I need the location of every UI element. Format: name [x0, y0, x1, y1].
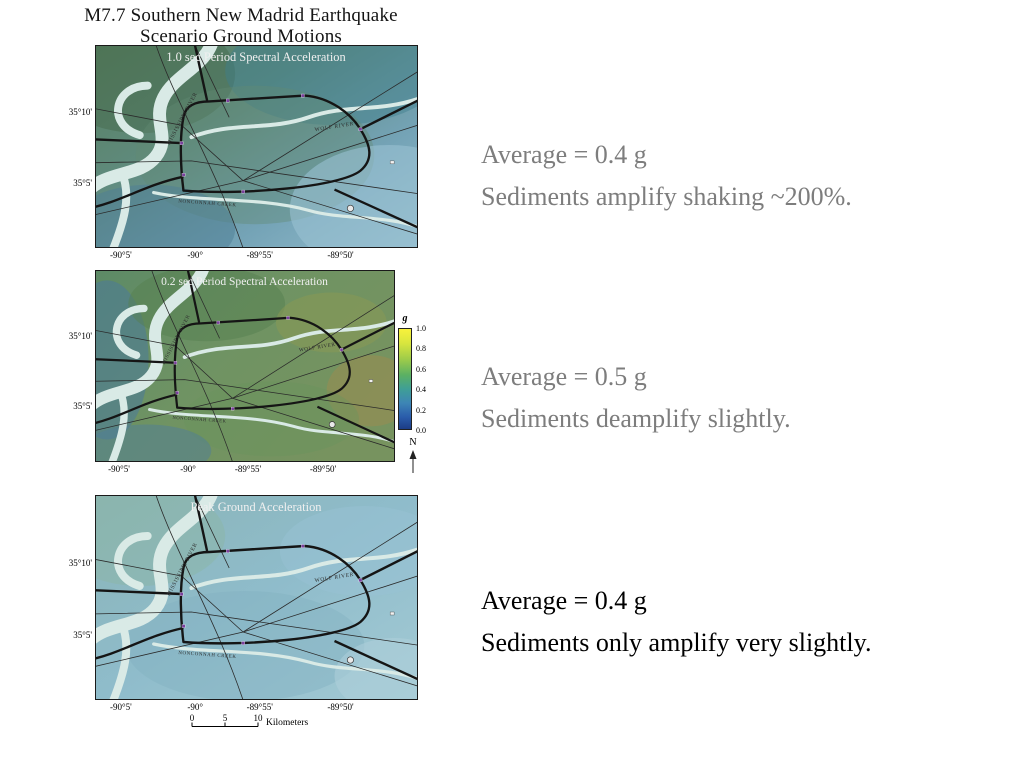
x-tick: -90°	[187, 702, 203, 712]
x-tick: -89°55'	[234, 464, 262, 474]
map-1-spectral-1s: MISSISSIPPI RIVER WOLF RIVER NONCONNAH C…	[95, 45, 418, 248]
scale-tick-5: 5	[223, 713, 228, 723]
x-tick: -89°50'	[327, 250, 354, 260]
slide-title-line2: Scenario Ground Motions	[140, 26, 342, 47]
annotation-02s-note: Sediments deamplify slightly.	[481, 404, 791, 433]
colorbar-tick: 0.0	[416, 426, 426, 435]
north-arrow-icon	[409, 450, 417, 473]
map-3-canvas: MISSISSIPPI RIVER WOLF RIVER NONCONNAH C…	[96, 496, 417, 699]
map-3-title: Peak Ground Acceleration	[191, 500, 323, 514]
colorbar-tick: 0.2	[416, 406, 426, 415]
x-tick: -90°	[187, 250, 203, 260]
map-2-ytick-1: 35°5'	[73, 401, 92, 411]
map-1-ytick-1: 35°5'	[73, 178, 92, 188]
map-2-title: 0.2 sec Period Spectral Acceleration	[161, 275, 328, 288]
slide-title-line1: M7.7 Southern New Madrid Earthquake	[84, 5, 398, 26]
map-1-title: 1.0 sec Period Spectral Acceleration	[166, 50, 345, 64]
annotation-02s: Average = 0.5 g Sediments deamplify slig…	[481, 356, 791, 440]
map-1-x-axis: -90°5' -90° -89°55' -89°50'	[95, 250, 418, 262]
annotation-1s-note: Sediments amplify shaking ~200%.	[481, 182, 852, 211]
x-tick: -90°5'	[109, 702, 132, 712]
map-2-spectral-02s: MISSISSIPPI RIVER WOLF RIVER NONCONNAH C…	[95, 270, 395, 462]
nonconnah-creek-label: NONCONNAH CREEK	[178, 199, 236, 208]
colorbar-tick: 0.6	[416, 365, 426, 374]
scale-unit-label: Kilometers	[266, 718, 309, 728]
map-3-pga: MISSISSIPPI RIVER WOLF RIVER NONCONNAH C…	[95, 495, 418, 700]
map-1-ytick-0: 35°10'	[68, 107, 92, 117]
annotation-02s-average: Average = 0.5 g	[481, 362, 647, 391]
colorbar-tick: 0.8	[416, 344, 426, 353]
north-arrow: N	[405, 437, 421, 479]
colorbar-unit-label: g	[402, 313, 408, 324]
colorbar-tick: 1.0	[416, 324, 426, 333]
slide-title: M7.7 Southern New Madrid Earthquake Scen…	[58, 5, 424, 47]
scale-tick-0: 0	[190, 713, 195, 723]
wolf-river-label: WOLF RIVER	[299, 342, 336, 354]
annotation-pga-average: Average = 0.4 g	[481, 586, 647, 615]
colorbar-tick: 0.4	[416, 385, 426, 394]
annotation-pga-note: Sediments only amplify very slightly.	[481, 628, 872, 657]
map-2-ytick-0: 35°10'	[68, 331, 92, 341]
map-2-canvas: MISSISSIPPI RIVER WOLF RIVER NONCONNAH C…	[96, 271, 394, 461]
map-2-x-axis: -90°5' -90° -89°55' -89°50'	[95, 464, 395, 476]
nonconnah-creek-label: NONCONNAH CREEK	[172, 416, 226, 425]
x-tick: -90°5'	[108, 464, 130, 474]
map-3-x-axis: -90°5' -90° -89°55' -89°50'	[95, 702, 418, 714]
map-3-ytick-0: 35°10'	[68, 558, 92, 568]
nonconnah-creek-label: NONCONNAH CREEK	[178, 651, 237, 660]
x-tick: -89°55'	[246, 250, 273, 260]
x-tick: -89°55'	[246, 702, 273, 712]
x-tick: -89°50'	[327, 702, 354, 712]
annotation-1s: Average = 0.4 g Sediments amplify shakin…	[481, 134, 852, 218]
scale-tick-10: 10	[254, 713, 264, 723]
x-tick: -90°	[180, 464, 196, 474]
x-tick: -90°5'	[109, 250, 132, 260]
map-1-canvas: MISSISSIPPI RIVER WOLF RIVER NONCONNAH C…	[96, 46, 417, 247]
annotation-1s-average: Average = 0.4 g	[481, 140, 647, 169]
x-tick: -89°50'	[309, 464, 337, 474]
north-label: N	[409, 437, 417, 448]
annotation-pga: Average = 0.4 g Sediments only amplify v…	[481, 580, 871, 664]
colorbar	[398, 328, 412, 430]
map-3-ytick-1: 35°5'	[73, 630, 92, 640]
scale-bar: 0 5 10 Kilometers	[190, 713, 309, 728]
